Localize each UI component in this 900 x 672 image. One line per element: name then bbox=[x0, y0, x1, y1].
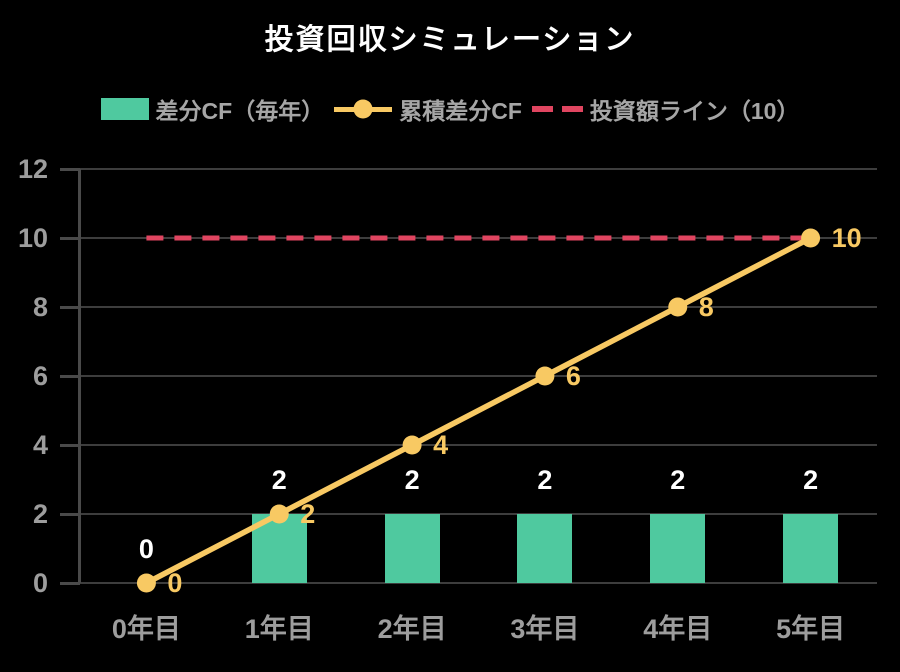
y-axis-tick-label: 6 bbox=[32, 361, 48, 391]
y-axis-tick-label: 8 bbox=[32, 292, 48, 322]
y-axis-tick-label: 0 bbox=[32, 568, 48, 598]
line-value-label: 6 bbox=[565, 361, 581, 391]
y-axis-tick bbox=[60, 167, 80, 171]
gridline bbox=[80, 237, 877, 239]
bar-value-label: 2 bbox=[404, 465, 420, 495]
line-marker-icon bbox=[334, 99, 393, 119]
bar bbox=[384, 514, 440, 583]
chart-title: 投資回収シミュレーション bbox=[264, 24, 636, 56]
line-point-marker bbox=[801, 228, 821, 248]
legend-item-line-series: 累積差分CF bbox=[334, 92, 522, 126]
y-axis-tick-label: 12 bbox=[17, 154, 48, 184]
y-axis-tick bbox=[60, 236, 80, 240]
legend-label: 差分CF（毎年） bbox=[155, 98, 325, 124]
x-axis-tick-label: 0年目 bbox=[111, 614, 181, 644]
gridline bbox=[80, 444, 877, 446]
y-axis-tick-label: 4 bbox=[32, 430, 48, 460]
dashed-line-icon bbox=[531, 106, 583, 112]
line-value-label: 2 bbox=[300, 499, 316, 529]
y-axis-tick bbox=[60, 374, 80, 378]
x-axis-tick-label: 1年目 bbox=[244, 614, 314, 644]
line-point-marker bbox=[402, 435, 422, 455]
legend-item-bar-series: 差分CF（毎年） bbox=[100, 92, 325, 126]
bar-swatch-icon bbox=[100, 98, 149, 120]
legend-label: 累積差分CF bbox=[399, 98, 522, 124]
y-axis-tick bbox=[60, 581, 80, 585]
gridline bbox=[80, 375, 877, 377]
y-axis-tick bbox=[60, 305, 80, 309]
bar-value-label: 2 bbox=[670, 465, 686, 495]
bar-value-label: 2 bbox=[271, 465, 287, 495]
y-axis-tick-label: 10 bbox=[17, 223, 48, 253]
legend: 差分CF（毎年） 累積差分CF 投資額ライン（10） bbox=[0, 92, 900, 126]
gridline bbox=[80, 582, 877, 584]
legend-label: 投資額ライン（10） bbox=[589, 98, 800, 124]
bar bbox=[650, 514, 706, 583]
gridline bbox=[80, 168, 877, 170]
line-point-marker bbox=[269, 504, 289, 524]
line-point-marker bbox=[136, 573, 156, 593]
line-point-marker bbox=[535, 366, 555, 386]
x-axis-tick-label: 4年目 bbox=[643, 614, 713, 644]
y-axis-tick-label: 2 bbox=[32, 499, 48, 529]
y-axis-tick bbox=[60, 443, 80, 447]
line-value-label: 10 bbox=[831, 223, 862, 253]
y-axis-tick bbox=[60, 512, 80, 516]
bar-value-label: 2 bbox=[803, 465, 819, 495]
bar-value-label: 2 bbox=[537, 465, 553, 495]
cumulative-line bbox=[145, 235, 812, 586]
bar bbox=[517, 514, 573, 583]
x-axis-tick-label: 3年目 bbox=[510, 614, 580, 644]
gridline bbox=[80, 306, 877, 308]
line-value-label: 0 bbox=[167, 568, 183, 598]
y-axis-line bbox=[78, 169, 81, 583]
legend-item-hline-series: 投資額ライン（10） bbox=[531, 92, 800, 126]
line-marker-dot bbox=[353, 99, 373, 119]
bar bbox=[783, 514, 839, 583]
x-axis-tick-label: 5年目 bbox=[776, 614, 846, 644]
line-value-label: 8 bbox=[698, 292, 714, 322]
line-point-marker bbox=[668, 297, 688, 317]
bar-value-label: 0 bbox=[138, 534, 154, 564]
gridline bbox=[80, 513, 877, 515]
line-value-label: 4 bbox=[433, 430, 449, 460]
x-axis-tick-label: 2年目 bbox=[377, 614, 447, 644]
